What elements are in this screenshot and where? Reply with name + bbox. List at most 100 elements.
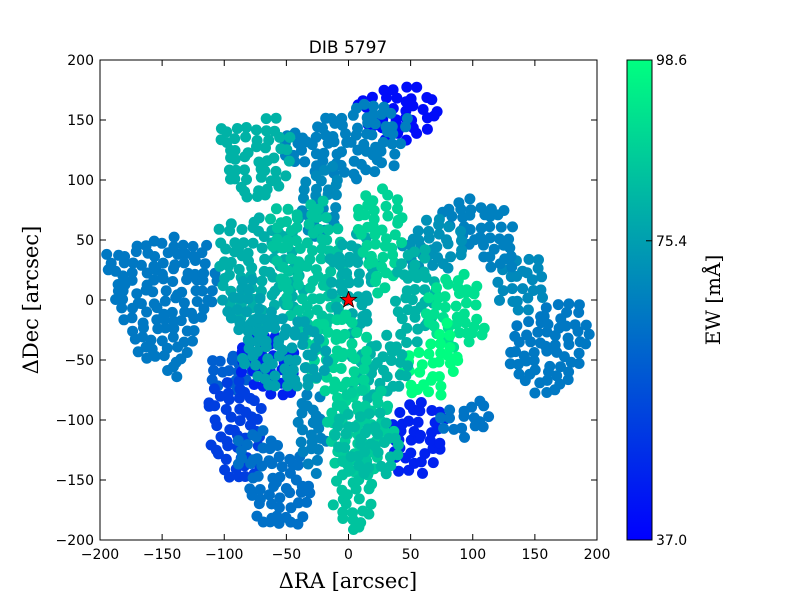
data-point bbox=[497, 285, 509, 297]
data-point bbox=[335, 159, 347, 171]
data-point bbox=[242, 247, 254, 259]
data-point bbox=[340, 498, 352, 510]
colorbar-label: EW [mÅ] bbox=[700, 255, 725, 346]
data-point bbox=[206, 296, 218, 308]
data-point bbox=[322, 224, 334, 236]
data-point bbox=[301, 496, 313, 508]
data-point bbox=[401, 337, 413, 348]
data-point bbox=[375, 145, 387, 157]
data-point bbox=[222, 387, 234, 399]
data-point bbox=[405, 447, 417, 459]
data-point bbox=[337, 239, 348, 251]
data-point bbox=[234, 292, 246, 304]
data-point bbox=[292, 272, 304, 283]
data-point bbox=[421, 123, 433, 135]
data-point bbox=[380, 233, 392, 245]
data-point bbox=[400, 121, 412, 133]
data-point bbox=[351, 327, 363, 338]
data-point bbox=[444, 342, 456, 353]
data-point bbox=[396, 258, 407, 270]
data-point bbox=[242, 334, 254, 346]
data-point bbox=[223, 269, 235, 281]
data-point bbox=[423, 292, 435, 304]
data-point bbox=[254, 293, 266, 304]
data-point bbox=[318, 147, 330, 159]
data-point bbox=[148, 260, 160, 272]
data-point bbox=[360, 290, 372, 302]
data-point bbox=[523, 253, 535, 265]
data-point bbox=[428, 308, 440, 320]
data-point bbox=[187, 240, 199, 252]
data-point bbox=[270, 203, 282, 215]
data-point bbox=[450, 300, 462, 312]
data-point bbox=[268, 152, 280, 164]
data-point bbox=[555, 361, 566, 373]
data-point bbox=[302, 458, 314, 470]
data-point bbox=[385, 107, 397, 119]
data-point bbox=[403, 415, 415, 427]
data-point bbox=[573, 347, 585, 359]
data-point bbox=[248, 395, 260, 407]
data-point bbox=[297, 332, 309, 343]
data-point bbox=[426, 94, 438, 106]
data-point bbox=[389, 148, 401, 160]
data-point bbox=[319, 385, 331, 397]
data-point bbox=[220, 404, 232, 415]
data-point bbox=[259, 253, 271, 265]
data-point bbox=[126, 274, 138, 286]
data-point bbox=[401, 81, 413, 93]
data-point bbox=[385, 355, 397, 366]
x-tick-label: 100 bbox=[459, 547, 486, 563]
data-point bbox=[451, 351, 463, 363]
data-point bbox=[459, 431, 470, 443]
data-point bbox=[435, 380, 447, 392]
data-point bbox=[293, 497, 304, 509]
data-point bbox=[478, 322, 490, 334]
data-point bbox=[156, 335, 168, 347]
data-point bbox=[415, 429, 426, 441]
data-point bbox=[409, 284, 421, 295]
data-point bbox=[488, 243, 500, 255]
data-point bbox=[175, 315, 187, 327]
data-point bbox=[363, 462, 375, 474]
plot-area bbox=[100, 60, 597, 540]
data-point bbox=[246, 274, 258, 286]
data-point bbox=[561, 306, 573, 318]
data-point bbox=[324, 253, 336, 265]
data-point bbox=[494, 233, 505, 245]
data-point bbox=[310, 342, 322, 354]
data-point bbox=[506, 283, 518, 295]
data-point bbox=[398, 269, 410, 281]
data-point bbox=[295, 436, 307, 448]
data-point bbox=[296, 144, 307, 156]
data-point bbox=[289, 326, 301, 338]
data-point bbox=[210, 444, 222, 456]
data-point bbox=[281, 216, 292, 227]
data-point bbox=[370, 238, 381, 250]
data-point bbox=[280, 170, 292, 182]
data-point bbox=[149, 251, 161, 262]
data-point bbox=[393, 380, 405, 392]
data-point bbox=[366, 129, 378, 141]
data-point bbox=[315, 253, 327, 265]
data-point bbox=[475, 202, 487, 214]
data-point bbox=[357, 384, 368, 396]
data-point bbox=[271, 255, 283, 267]
data-point bbox=[353, 268, 365, 280]
data-point bbox=[558, 351, 570, 363]
data-point bbox=[562, 332, 574, 344]
data-point bbox=[116, 302, 128, 314]
data-point bbox=[299, 316, 310, 328]
data-point bbox=[416, 359, 428, 371]
data-point bbox=[291, 221, 303, 233]
data-point bbox=[353, 460, 365, 472]
data-point bbox=[159, 322, 171, 334]
data-point bbox=[529, 364, 541, 376]
data-point bbox=[251, 313, 263, 324]
data-point bbox=[377, 351, 389, 363]
data-point bbox=[253, 225, 264, 237]
data-point bbox=[353, 276, 364, 288]
data-point bbox=[301, 389, 313, 401]
data-point bbox=[305, 429, 317, 441]
data-point bbox=[126, 312, 138, 324]
